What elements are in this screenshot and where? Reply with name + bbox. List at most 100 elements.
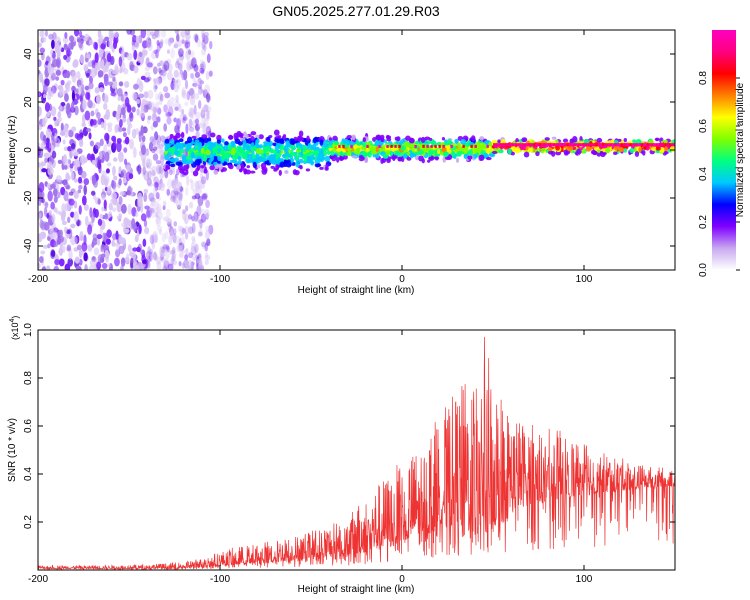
spectrogram-cell bbox=[162, 265, 168, 270]
spectrogram-cell bbox=[200, 30, 205, 39]
spectrogram-cell bbox=[156, 203, 162, 214]
spectrogram-cell bbox=[149, 102, 156, 111]
spectrogram-cell bbox=[183, 258, 190, 269]
spectrogram-cell bbox=[385, 149, 390, 156]
spectrogram-cell bbox=[174, 30, 180, 34]
spectrogram-cell bbox=[174, 106, 179, 111]
spectrogram-cell bbox=[101, 194, 106, 201]
spectrogram-cell bbox=[76, 244, 82, 251]
spectrogram-cell bbox=[100, 43, 106, 50]
spectrogram-cell bbox=[40, 51, 45, 61]
snr-panel: -200 -100 0 100 0.2 0.4 0.6 0.8 1.0 Height of s… bbox=[7, 316, 676, 595]
spectrogram-cell bbox=[180, 173, 184, 178]
spectrogram-cell bbox=[224, 141, 229, 146]
spectrogram-cell bbox=[121, 127, 127, 132]
spectrogram-cell bbox=[54, 42, 60, 54]
spectrogram-cell bbox=[613, 140, 620, 144]
spectrogram-cell bbox=[171, 178, 175, 186]
spectrogram-cell bbox=[83, 65, 89, 72]
spectrogram-cell bbox=[162, 248, 168, 254]
spectrogram-cell bbox=[167, 63, 173, 73]
spectrogram-cell bbox=[78, 205, 82, 215]
spectrogram-cell bbox=[415, 151, 421, 156]
spectrogram-cell bbox=[188, 252, 194, 259]
spectrogram-cell bbox=[154, 181, 159, 192]
spectrogram-cell bbox=[302, 144, 308, 152]
spectrogram-cell bbox=[140, 30, 147, 39]
spectrogram-cell bbox=[308, 160, 315, 164]
spectrogram-cell bbox=[45, 128, 52, 139]
spectrogram-cell bbox=[173, 187, 180, 196]
spectrogram-cell bbox=[260, 150, 264, 154]
spectrogram-cell bbox=[164, 138, 170, 144]
spectrogram-cell bbox=[156, 182, 162, 191]
spectrogram-cell bbox=[173, 83, 179, 93]
colorbar-gradient bbox=[712, 30, 736, 270]
spectrogram-cell bbox=[112, 242, 118, 247]
spectrogram-cell bbox=[40, 191, 45, 199]
spectrogram-core-cell bbox=[557, 143, 560, 147]
spectrogram-cell bbox=[68, 191, 74, 196]
spectrogram-cell bbox=[170, 157, 176, 163]
spectrogram-cell bbox=[150, 207, 155, 214]
spectrogram-cell bbox=[144, 205, 150, 210]
spectrogram-core-cell bbox=[658, 143, 662, 147]
spectrogram-cell bbox=[149, 197, 156, 203]
spectrogram-core-cell bbox=[434, 144, 437, 148]
spectrogram-cell bbox=[118, 126, 123, 133]
spectrogram-cell bbox=[144, 66, 151, 71]
spectrogram-cell bbox=[47, 190, 53, 202]
spectrogram-cell bbox=[177, 144, 181, 150]
spectrogram-cell bbox=[146, 260, 151, 269]
spectrogram-cell bbox=[185, 186, 189, 196]
spectrogram-cell bbox=[617, 138, 622, 142]
spectrogram-cell bbox=[181, 236, 185, 247]
spectrogram-cell bbox=[441, 147, 446, 151]
spectrogram-cell bbox=[249, 170, 256, 174]
spectrogram-cell bbox=[169, 249, 176, 255]
spectrogram-cell bbox=[153, 81, 158, 93]
spectrogram-cell bbox=[157, 166, 164, 175]
spectrogram-cell bbox=[93, 41, 98, 50]
spectrogram-cell bbox=[380, 137, 385, 142]
spectrogram-cell bbox=[181, 155, 186, 163]
snr-frame bbox=[37, 329, 676, 571]
spectrogram-core-cell bbox=[592, 143, 595, 147]
spectrogram-cell bbox=[38, 233, 41, 243]
spectrogram-cell bbox=[200, 241, 207, 248]
spectrogram-cell bbox=[65, 49, 72, 57]
spectrogram-cell bbox=[237, 147, 243, 151]
spectrogram-cell bbox=[393, 147, 399, 151]
spectrogram-cell bbox=[43, 206, 48, 217]
spectrogram-cell bbox=[127, 185, 132, 196]
spectrogram-cell bbox=[176, 33, 180, 42]
spectrogram-cell bbox=[445, 144, 451, 150]
spectrogram-cell bbox=[118, 56, 123, 67]
colorbar-tick-label: 0.6 bbox=[698, 119, 709, 133]
spectrogram-cell bbox=[55, 69, 61, 76]
spectrogram-core-cell bbox=[632, 143, 635, 147]
spectrogram-cell bbox=[151, 233, 158, 243]
spectrogram-cell bbox=[279, 140, 285, 145]
spectrogram-cell bbox=[636, 139, 642, 144]
spectrogram-cell bbox=[375, 152, 380, 159]
spectrogram-cell bbox=[613, 151, 618, 155]
spectrogram-cell bbox=[121, 222, 125, 228]
spectrogram-cell bbox=[147, 37, 152, 46]
spectrogram-cell bbox=[206, 53, 211, 64]
spectrogram-cell bbox=[137, 196, 143, 207]
spectrogram-cell bbox=[619, 147, 624, 152]
spectrogram-cell bbox=[104, 132, 110, 142]
spectrogram-cell bbox=[181, 39, 185, 44]
spectrogram-cell bbox=[163, 60, 170, 72]
spectrogram-cell bbox=[194, 64, 198, 71]
spectrogram-cell bbox=[176, 244, 182, 253]
spectrogram-cell bbox=[70, 211, 75, 218]
spectrogram-cell bbox=[245, 158, 252, 164]
spectrogram-cell bbox=[54, 258, 60, 266]
spectrogram-cell bbox=[655, 147, 661, 151]
spectrogram-cell bbox=[66, 229, 71, 235]
spectrogram-cell bbox=[144, 71, 151, 80]
spectrogram-cell bbox=[62, 139, 66, 145]
spectrogram-cell bbox=[152, 66, 158, 75]
